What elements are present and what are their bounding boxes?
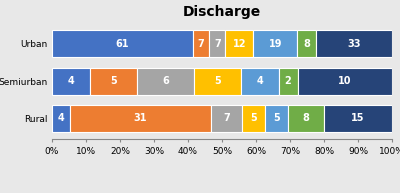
Text: 15: 15 — [351, 113, 365, 123]
Bar — [137, 68, 194, 95]
Bar — [253, 30, 297, 57]
Title: Discharge: Discharge — [183, 5, 261, 19]
Text: 5: 5 — [250, 113, 257, 123]
Bar — [193, 30, 209, 57]
Bar — [279, 68, 298, 95]
Text: 2: 2 — [285, 76, 292, 86]
Bar — [52, 105, 70, 132]
Bar — [209, 30, 226, 57]
Text: 7: 7 — [198, 39, 204, 49]
Text: 5: 5 — [110, 76, 117, 86]
Bar — [194, 68, 241, 95]
Legend: 0, 1, 2, 3, 4, 5, 6: 0, 1, 2, 3, 4, 5, 6 — [153, 190, 291, 193]
Bar — [324, 105, 392, 132]
Text: 7: 7 — [214, 39, 221, 49]
Bar — [298, 68, 392, 95]
Text: 5: 5 — [273, 113, 280, 123]
Bar — [70, 105, 211, 132]
Bar — [52, 68, 90, 95]
Text: 10: 10 — [338, 76, 352, 86]
Text: 4: 4 — [256, 76, 263, 86]
Bar — [297, 30, 316, 57]
Text: 5: 5 — [214, 76, 221, 86]
Bar — [265, 105, 288, 132]
Text: 4: 4 — [58, 113, 64, 123]
Bar — [316, 30, 392, 57]
Text: 8: 8 — [302, 113, 309, 123]
Text: 31: 31 — [134, 113, 147, 123]
Text: 6: 6 — [162, 76, 169, 86]
Text: 4: 4 — [68, 76, 74, 86]
Bar — [90, 68, 137, 95]
Text: 61: 61 — [116, 39, 129, 49]
Text: 33: 33 — [347, 39, 360, 49]
Bar — [226, 30, 253, 57]
Bar — [288, 105, 324, 132]
Bar — [242, 105, 265, 132]
Bar — [211, 105, 242, 132]
Text: 7: 7 — [223, 113, 230, 123]
Text: 8: 8 — [303, 39, 310, 49]
Bar — [52, 30, 193, 57]
Bar — [241, 68, 279, 95]
Text: 19: 19 — [268, 39, 282, 49]
Text: 12: 12 — [232, 39, 246, 49]
